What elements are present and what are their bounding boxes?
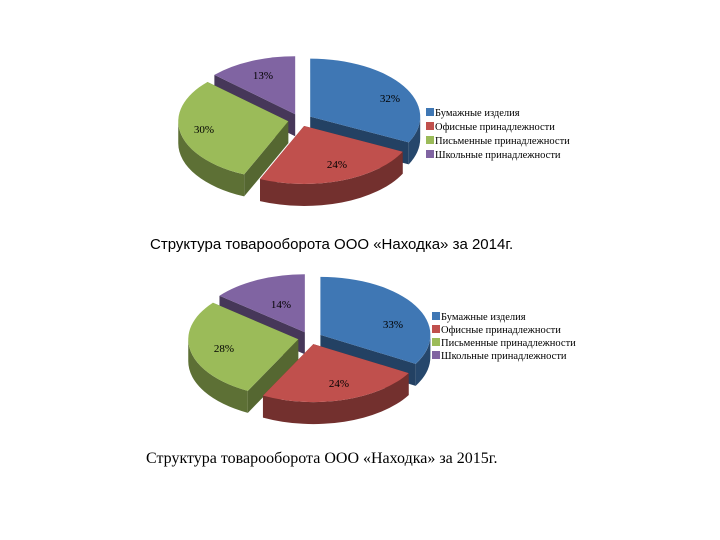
legend-item-бумажные-изделия: Бумажные изделия: [435, 108, 520, 119]
data-label-1: 32%: [380, 93, 400, 105]
data-label-2: 24%: [329, 378, 349, 390]
legend: Бумажные изделия Офисные принадлежности Пи…: [432, 312, 576, 362]
data-label-1: 33%: [383, 319, 403, 331]
legend-swatch-2: [426, 122, 434, 130]
data-label-4: 13%: [253, 70, 273, 82]
legend-item-школьные-принадлежности: Школьные принадлежности: [441, 351, 567, 362]
legend-swatch-2: [432, 325, 440, 333]
pie-chart-2014-svg: 32% 24% 30% 13% Бумажные изделия Офисные прин…: [178, 56, 570, 206]
pie-chart-2015: 33% 24% 28% 14% Бумажные изделия Офисные прин…: [0, 270, 720, 540]
chart-title-2015: Структура товарооборота ООО «Находка» за…: [146, 450, 498, 467]
data-label-2: 24%: [327, 159, 347, 171]
pie-slice-2: [262, 344, 409, 425]
legend-item-письменные-принадлежности: Письменные принадлежности: [441, 338, 576, 349]
legend-swatch-1: [432, 312, 440, 320]
pie-chart-2014: 32% 24% 30% 13% Бумажные изделия Офисные прин…: [0, 0, 720, 260]
legend-swatch-1: [426, 108, 434, 116]
legend: Бумажные изделия Офисные принадлежности Пи…: [426, 108, 570, 161]
data-label-3: 28%: [214, 343, 234, 355]
legend-item-письменные-принадлежности: Письменные принадлежности: [435, 136, 570, 147]
pie-chart-2015-svg: 33% 24% 28% 14% Бумажные изделия Офисные прин…: [188, 274, 576, 425]
legend-swatch-3: [426, 136, 434, 144]
legend-item-школьные-принадлежности: Школьные принадлежности: [435, 150, 561, 161]
chart-title-2014: Структура товарооборота ООО «Находка» за…: [150, 236, 514, 253]
legend-item-бумажные-изделия: Бумажные изделия: [441, 312, 526, 323]
legend-item-офисные-принадлежности: Офисные принадлежности: [435, 122, 555, 133]
pie-slice-3: [178, 81, 289, 197]
legend-item-офисные-принадлежности: Офисные принадлежности: [441, 325, 561, 336]
legend-swatch-4: [426, 150, 434, 158]
data-label-4: 14%: [271, 299, 291, 311]
data-label-3: 30%: [194, 124, 214, 136]
legend-swatch-4: [432, 351, 440, 359]
pie-slice-3: [188, 302, 299, 413]
pie-slice-2: [260, 125, 403, 206]
legend-swatch-3: [432, 338, 440, 346]
